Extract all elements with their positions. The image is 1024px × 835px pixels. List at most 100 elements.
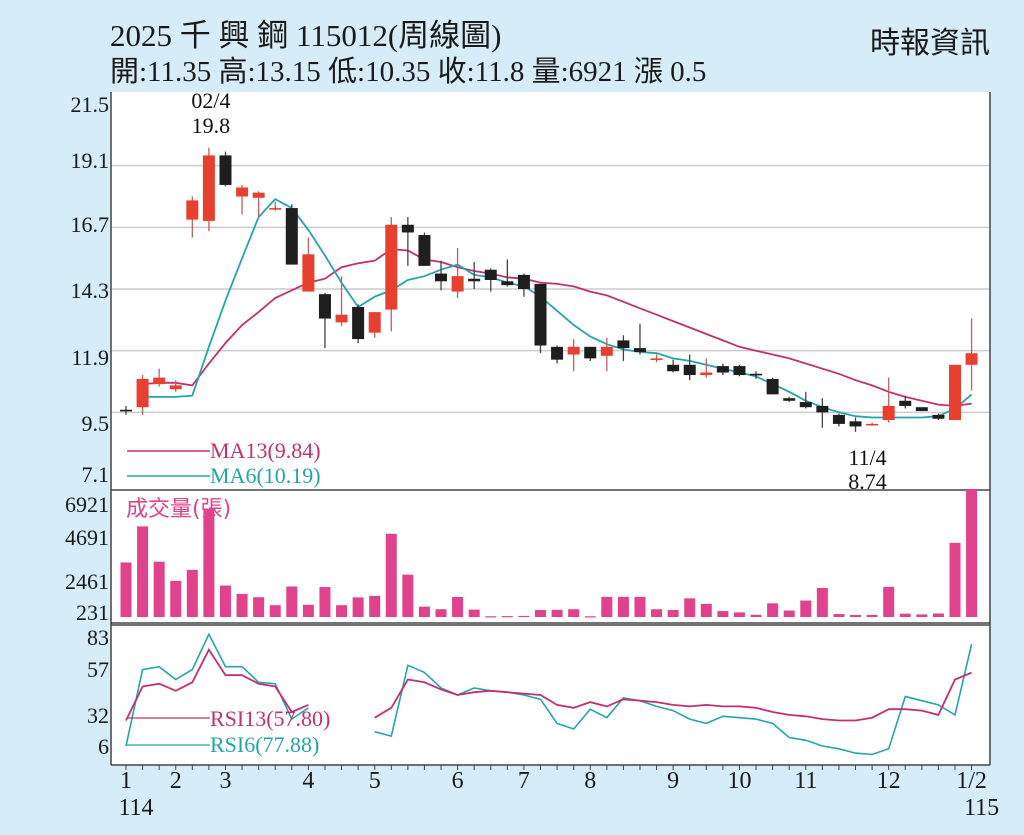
x-tick-label: 11 <box>794 768 818 794</box>
candle <box>750 373 763 376</box>
candle <box>418 235 431 266</box>
candle <box>849 421 862 427</box>
x-tick-label: 12 <box>876 768 901 794</box>
rsi13-line <box>374 671 972 722</box>
candle <box>799 402 812 408</box>
x-tick-label: 1 <box>120 768 132 794</box>
volume-bar <box>286 586 298 617</box>
source-label: 時報資訊 <box>870 26 990 61</box>
x-tick-label: 3 <box>219 768 232 794</box>
volume-bar <box>186 569 198 617</box>
candle <box>352 306 365 340</box>
candle <box>633 348 646 352</box>
candle <box>186 200 199 220</box>
x-tick-label: 5 <box>368 768 381 794</box>
candle <box>932 414 945 419</box>
candle <box>832 414 845 424</box>
candle <box>567 346 580 355</box>
candle <box>252 192 265 198</box>
volume-bar <box>120 562 132 617</box>
ma6-line <box>142 197 973 419</box>
volume-bar <box>418 606 430 617</box>
rsi13-line <box>125 647 309 721</box>
volume-bar <box>767 603 779 617</box>
price-ytick: 19.1 <box>70 148 110 173</box>
candle <box>650 358 663 360</box>
volume-bar <box>800 600 812 617</box>
x-tick-label: 4 <box>302 768 315 794</box>
candle <box>551 346 564 360</box>
volume-bar <box>568 609 580 617</box>
candle <box>285 208 298 265</box>
volume-bar <box>883 586 895 617</box>
volume-bar <box>949 542 961 617</box>
candle <box>501 281 514 286</box>
candle <box>700 372 713 376</box>
x-tick-label: 7 <box>517 768 530 794</box>
volume-bar <box>468 609 480 617</box>
candle <box>866 423 879 426</box>
volume-bar <box>667 609 679 617</box>
volume-bar <box>352 597 364 617</box>
volume-bar <box>385 533 397 617</box>
ma13-line <box>142 248 972 407</box>
volume-bar <box>651 609 663 617</box>
high-date-label: 02/4 <box>191 88 230 113</box>
candle <box>882 405 895 421</box>
candle <box>335 314 348 323</box>
candle <box>716 366 729 373</box>
volume-bar <box>866 614 878 617</box>
candle <box>120 409 132 412</box>
volume-bar <box>617 596 629 617</box>
candle <box>484 269 497 281</box>
volume-bar <box>485 616 497 618</box>
volume-bar <box>336 605 348 617</box>
volume-ytick: 2461 <box>65 569 109 594</box>
candle <box>915 407 928 412</box>
volume-bar <box>916 614 928 617</box>
volume-bar <box>551 609 563 617</box>
rsi6-line <box>374 644 973 756</box>
rsi6-legend: RSI6(77.88) <box>210 732 319 757</box>
volume-bar <box>137 526 149 617</box>
price-stats: 開:11.35 高:13.15 低:10.35 收:11.8 量:6921 漲 … <box>110 56 707 88</box>
candle <box>136 378 149 408</box>
volume-ytick: 6921 <box>65 492 109 517</box>
volume-bar <box>369 595 381 617</box>
rsi-panel <box>111 625 990 765</box>
candle <box>153 377 166 385</box>
candle <box>965 353 978 365</box>
volume-bar <box>518 615 530 618</box>
candle <box>302 254 315 292</box>
candle <box>318 294 331 319</box>
volume-bar <box>535 609 546 617</box>
volume-bar <box>899 613 911 617</box>
x-tick-label: 2 <box>169 768 182 794</box>
volume-bar <box>319 587 331 617</box>
candle <box>385 224 398 310</box>
candle <box>584 346 597 359</box>
x-tick-label: 6 <box>451 768 464 794</box>
candle <box>534 283 547 346</box>
candle <box>269 208 282 210</box>
volume-bar <box>269 605 281 617</box>
candle <box>766 378 779 395</box>
low-value-label: 8.74 <box>848 469 887 494</box>
candle <box>451 276 464 292</box>
candle <box>949 364 961 421</box>
candle <box>733 366 746 376</box>
candle <box>899 400 912 406</box>
rsi13-legend: RSI13(57.80) <box>210 706 330 731</box>
candle <box>368 312 381 333</box>
volume-bar <box>783 610 795 617</box>
rsi-ytick: 32 <box>87 703 109 728</box>
volume-bar <box>253 597 265 617</box>
candle <box>236 187 249 197</box>
candle <box>600 346 613 356</box>
volume-bar <box>717 611 729 617</box>
candle <box>517 274 530 289</box>
x-tick-label: 10 <box>727 768 752 794</box>
rsi-ytick: 57 <box>87 657 109 682</box>
volume-bar <box>932 613 944 617</box>
x-tick-label: 1/2 <box>956 768 987 794</box>
